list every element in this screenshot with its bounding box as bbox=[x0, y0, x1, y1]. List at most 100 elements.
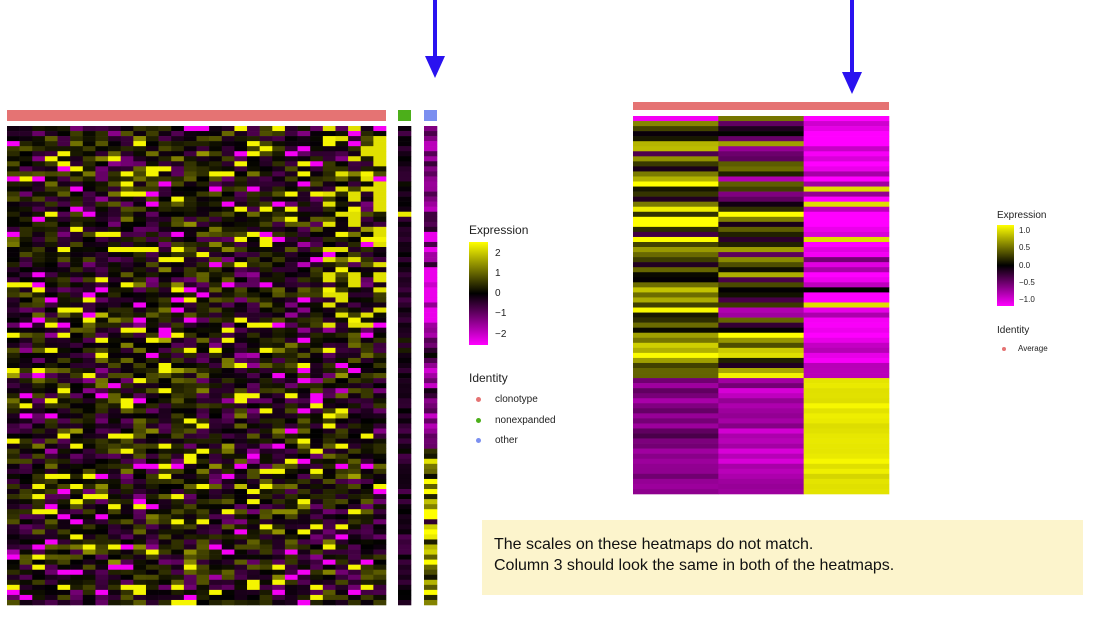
heatmap-cell bbox=[19, 559, 33, 565]
heatmap-cell bbox=[322, 302, 336, 308]
heatmap-cell bbox=[108, 221, 121, 228]
heatmap-cell bbox=[108, 146, 121, 152]
heatmap-cell bbox=[424, 236, 438, 243]
heatmap-cell bbox=[171, 136, 185, 142]
heatmap-cell bbox=[95, 463, 109, 470]
heatmap-cell bbox=[183, 599, 197, 606]
heatmap-cell bbox=[803, 373, 890, 379]
heatmap-cell bbox=[272, 519, 286, 525]
heatmap-cell bbox=[247, 186, 260, 192]
heatmap-cell bbox=[44, 302, 58, 308]
heatmap-cell bbox=[633, 221, 719, 228]
heatmap-cell bbox=[322, 282, 336, 288]
heatmap-cell bbox=[272, 373, 286, 379]
heatmap-cell bbox=[171, 378, 185, 384]
heatmap-cell bbox=[272, 418, 286, 424]
heatmap-cell bbox=[19, 337, 33, 344]
heatmap-cell bbox=[145, 196, 159, 202]
heatmap-cell bbox=[7, 322, 20, 328]
heatmap-cell bbox=[247, 191, 260, 197]
heatmap-cell bbox=[297, 312, 311, 318]
heatmap-cell bbox=[259, 191, 273, 197]
heatmap-cell bbox=[19, 509, 33, 515]
heatmap-cell bbox=[32, 544, 46, 550]
heatmap-cell bbox=[284, 494, 298, 500]
heatmap-cell bbox=[158, 241, 172, 248]
heatmap-cell bbox=[44, 236, 58, 243]
heatmap-cell bbox=[19, 428, 33, 434]
heatmap-cell bbox=[360, 418, 374, 424]
heatmap-cell bbox=[209, 408, 223, 414]
heatmap-cell bbox=[44, 206, 58, 213]
heatmap-cell bbox=[108, 307, 121, 313]
heatmap-cell bbox=[196, 504, 210, 510]
heatmap-cell bbox=[272, 473, 286, 480]
heatmap-cell bbox=[158, 569, 172, 576]
heatmap-cell bbox=[360, 438, 374, 444]
heatmap-cell bbox=[209, 549, 223, 555]
heatmap-cell bbox=[120, 347, 134, 354]
heatmap-cell bbox=[803, 317, 890, 323]
heatmap-cell bbox=[70, 489, 84, 495]
heatmap-cell bbox=[95, 519, 109, 525]
heatmap-cell bbox=[803, 368, 890, 374]
heatmap-cell bbox=[335, 226, 349, 233]
heatmap-cell bbox=[310, 176, 324, 182]
heatmap-cell bbox=[120, 438, 134, 444]
heatmap-cell bbox=[322, 327, 336, 334]
heatmap-cell bbox=[633, 282, 719, 288]
heatmap-cell bbox=[633, 277, 719, 283]
heatmap-cell bbox=[82, 322, 96, 328]
heatmap-cell bbox=[82, 151, 96, 157]
heatmap-cell bbox=[322, 514, 336, 520]
heatmap-cell bbox=[44, 216, 58, 223]
heatmap-cell bbox=[335, 327, 349, 334]
heatmap-cell bbox=[348, 312, 362, 318]
heatmap-cell bbox=[133, 362, 147, 369]
heatmap-cell bbox=[322, 453, 336, 460]
heatmap-cell bbox=[803, 262, 890, 268]
heatmap-cell bbox=[44, 443, 58, 449]
heatmap-cell bbox=[171, 191, 185, 197]
heatmap-cell bbox=[57, 584, 71, 591]
heatmap-cell bbox=[247, 131, 260, 137]
heatmap-cell bbox=[373, 448, 387, 455]
heatmap-cell bbox=[44, 201, 58, 207]
heatmap-cell bbox=[398, 312, 412, 318]
heatmap-cell bbox=[424, 136, 438, 142]
heatmap-cell bbox=[82, 388, 96, 394]
heatmap-cell bbox=[19, 226, 33, 233]
heatmap-cell bbox=[183, 519, 197, 525]
heatmap-cell bbox=[803, 116, 890, 122]
heatmap-cell bbox=[297, 378, 311, 384]
heatmap-cell bbox=[171, 499, 185, 505]
heatmap-cell bbox=[360, 443, 374, 449]
heatmap-cell bbox=[32, 584, 46, 591]
heatmap-cell bbox=[398, 574, 412, 581]
heatmap-cell bbox=[360, 191, 374, 197]
heatmap-cell bbox=[95, 146, 109, 152]
heatmap-cell bbox=[335, 499, 349, 505]
heatmap-cell bbox=[133, 554, 147, 560]
heatmap-cell bbox=[259, 443, 273, 449]
heatmap-cell bbox=[424, 478, 438, 485]
heatmap-cell bbox=[183, 231, 197, 238]
heatmap-cell bbox=[373, 483, 387, 490]
heatmap-cell bbox=[259, 166, 273, 172]
heatmap-cell bbox=[32, 196, 46, 202]
heatmap-cell bbox=[247, 544, 260, 550]
heatmap-cell bbox=[718, 473, 804, 480]
heatmap-cell bbox=[57, 418, 71, 424]
heatmap-cell bbox=[209, 277, 223, 283]
heatmap-cell bbox=[120, 277, 134, 283]
heatmap-cell bbox=[424, 403, 438, 409]
heatmap-cell bbox=[145, 262, 159, 268]
heatmap-cell bbox=[718, 322, 804, 328]
heatmap-cell bbox=[373, 262, 387, 268]
heatmap-cell bbox=[803, 453, 890, 460]
heatmap-cell bbox=[95, 514, 109, 520]
heatmap-cell bbox=[284, 584, 298, 591]
heatmap-cell bbox=[133, 156, 147, 162]
heatmap-cell bbox=[373, 332, 387, 339]
heatmap-cell bbox=[209, 559, 223, 565]
